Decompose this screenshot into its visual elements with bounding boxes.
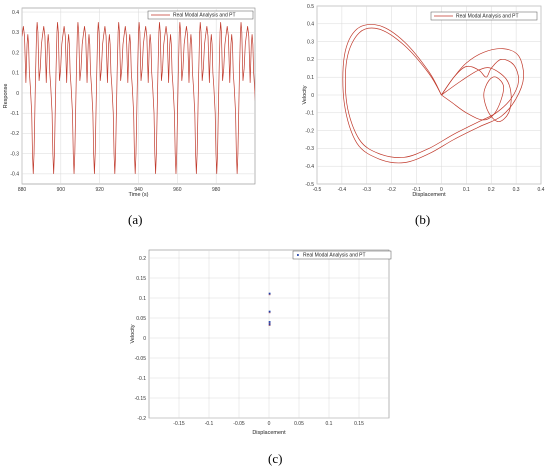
series-group [342,24,524,164]
y-tick-label: 0.3 [12,30,19,36]
x-tick-label: 920 [95,187,104,193]
x-tick-label: 980 [212,187,221,193]
legend-box [292,250,392,260]
x-axis-label: Time (s) [129,192,149,198]
x-tick-label: 0.15 [354,421,364,427]
legend-box [147,10,254,20]
y-tick-label: 0.3 [307,39,314,45]
y-tick-label: -0.15 [135,396,147,402]
y-tick-label: 0.5 [307,4,314,10]
x-tick-label: 0.3 [513,187,520,193]
x-tick-label: 0.2 [488,187,495,193]
y-tick-label: -0.4 [305,164,314,170]
phase-loop-1 [344,27,519,158]
y-tick-label: 0 [143,336,146,342]
x-tick-label: 940 [134,187,143,193]
x-tick-label: 880 [18,187,27,193]
y-tick-label: -0.2 [305,128,314,134]
panel-label-c: (c) [268,451,283,466]
y-axis-label: Response [3,84,9,109]
y-tick-label: 0.1 [307,75,314,81]
x-tick-label: -0.4 [338,187,347,193]
x-tick-label: -0.3 [362,187,371,193]
y-tick-label: 0.2 [12,50,19,56]
x-tick-label: 0.1 [326,421,333,427]
x-tick-label: 0.05 [294,421,304,427]
legend-entry: Real Modal Analysis and PT [173,13,236,19]
x-tick-label: 900 [57,187,66,193]
y-tick-label: 0 [311,93,314,99]
y-tick-label: -0.1 [10,111,19,117]
y-tick-label: -0.2 [137,416,146,422]
scatter-point [268,321,271,323]
series-group [268,292,271,326]
x-tick-label: -0.05 [233,421,245,427]
x-tick-label: 0.1 [463,187,470,193]
legend-box [430,11,538,21]
x-tick-label: 960 [173,187,182,193]
x-tick-label: 0 [440,187,443,193]
chart-c-svg: -0.15 -0.1 -0.05 0 0.05 0.1 0.15 -0.2 -0.15 -0.1 -… [130,249,392,436]
y-tick-label: -0.4 [10,172,19,178]
y-tick-label: 0.1 [139,296,146,302]
panel-label-a: (a) [128,212,143,227]
y-tick-label: 0.2 [139,256,146,262]
x-tick-label: -0.5 [313,187,322,193]
y-tick-label: -0.2 [10,131,19,137]
y-axis-label: Velocity [302,85,308,104]
y-tick-label: 0.1 [12,71,19,77]
y-tick-label: -0.1 [305,111,314,117]
y-tick-label: 0.2 [307,57,314,63]
legend-marker [297,254,299,256]
chart-c: -0.15 -0.1 -0.05 0 0.05 0.1 0.15 -0.2 -0.15 -0.1 -… [128,240,398,445]
y-tick-label: -0.3 [305,146,314,152]
scatter-point [268,310,271,313]
chart-b-svg: -0.5 -0.4 -0.3 -0.2 -0.1 0 0.1 0.2 0.3 0.4 -0.5 -0.… [302,4,545,198]
x-tick-label: 0.4 [538,187,545,193]
series-line-response [22,22,255,174]
y-tick-label: 0.05 [136,316,146,322]
legend-entry: Real Modal Analysis and PT [303,253,366,259]
y-tick-label: -0.05 [135,356,147,362]
scatter-point [268,323,271,326]
y-tick-label: -0.5 [305,182,314,188]
x-tick-label: -0.1 [412,187,421,193]
y-tick-label: -0.1 [137,376,146,382]
y-tick-label: -0.3 [10,151,19,157]
panel-label-b: (b) [415,212,431,227]
x-tick-label: -0.15 [173,421,185,427]
chart-a: 880 900 920 940 960 980 -0.4 -0.3 -0.2 -0.1 0 0.1 0.… [0,0,265,210]
x-axis-label: Displacement [412,192,446,198]
y-axis-label: Velocity [130,324,136,343]
x-tick-label: -0.1 [205,421,214,427]
y-tick-label: 0 [16,91,19,97]
chart-a-svg: 880 900 920 940 960 980 -0.4 -0.3 -0.2 -0.1 0 0.1 0.… [3,7,256,198]
phase-loop-3 [441,67,512,123]
y-tick-label: 0.4 [307,22,314,28]
x-tick-label: 0 [268,421,271,427]
y-tick-label: 0.15 [136,276,146,282]
scatter-point [268,292,271,295]
phase-loop-2 [342,24,524,164]
series-group [22,22,255,174]
x-axis-label: Displacement [252,430,286,436]
legend-entry: Real Modal Analysis and PT [456,14,519,20]
x-tick-label: -0.2 [387,187,396,193]
chart-b: -0.5 -0.4 -0.3 -0.2 -0.1 0 0.1 0.2 0.3 0.4 -0.5 -0.… [300,0,550,210]
y-tick-label: 0.4 [12,10,19,16]
